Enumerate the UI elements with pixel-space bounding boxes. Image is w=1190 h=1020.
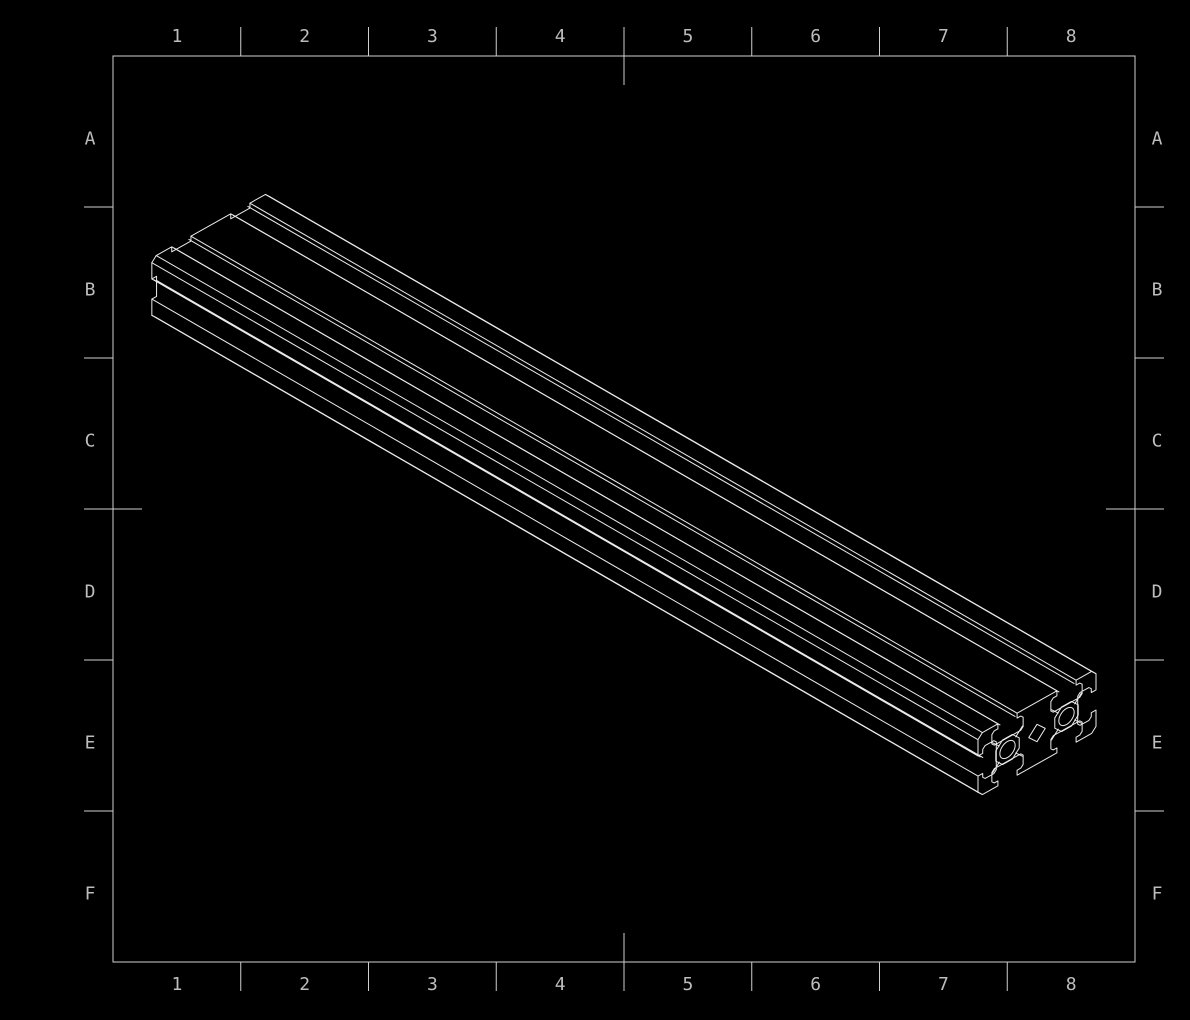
end-face-outline	[978, 669, 1096, 797]
web-line	[1016, 749, 1023, 760]
column-label-bottom: 4	[555, 974, 566, 995]
column-label-bottom: 5	[682, 974, 693, 995]
extrusion-edge-line	[188, 238, 1016, 717]
row-label-left: E	[85, 733, 96, 754]
web-line	[1051, 729, 1058, 740]
column-label-bottom: 2	[299, 974, 310, 995]
row-label-right: A	[1152, 129, 1163, 150]
extrusion-edge-line	[156, 279, 984, 758]
column-label-bottom: 3	[427, 974, 438, 995]
row-label-left: D	[85, 582, 96, 603]
web-line	[992, 739, 999, 750]
column-label-top: 1	[171, 26, 182, 47]
column-label-top: 3	[427, 26, 438, 47]
end-face	[978, 669, 1096, 797]
column-label-bottom: 6	[810, 974, 821, 995]
column-label-top: 7	[938, 26, 949, 47]
extrusion-edge-line	[269, 196, 1097, 675]
extrusion-part	[151, 193, 1097, 797]
row-label-left: B	[85, 280, 96, 301]
center-bore-hole	[1000, 737, 1015, 762]
extrusion-edge-line	[153, 279, 981, 758]
extrusion-edge-line	[155, 255, 983, 734]
column-label-top: 2	[299, 26, 310, 47]
row-label-left: C	[85, 431, 96, 452]
sheet-frame	[84, 27, 1164, 991]
web-line	[1051, 706, 1058, 717]
column-label-bottom: 1	[171, 974, 182, 995]
row-label-right: B	[1152, 280, 1163, 301]
extrusion-edge-line	[173, 247, 1001, 726]
row-label-left: F	[85, 884, 96, 905]
column-label-top: 8	[1066, 26, 1077, 47]
center-bore-hole	[1059, 704, 1074, 729]
center-web-diamond	[1029, 720, 1046, 747]
extrusion-edge-line	[190, 235, 1018, 714]
row-label-right: D	[1152, 582, 1163, 603]
row-label-right: F	[1152, 884, 1163, 905]
column-label-top: 4	[555, 26, 566, 47]
extrusion-edge-line	[151, 262, 979, 741]
column-label-bottom: 8	[1066, 974, 1077, 995]
web-line	[992, 762, 999, 773]
column-label-top: 5	[682, 26, 693, 47]
column-label-bottom: 7	[938, 974, 949, 995]
column-label-top: 6	[810, 26, 821, 47]
extrusion-edge-line	[155, 317, 983, 796]
core-boss-octagon	[1055, 698, 1078, 736]
row-label-left: A	[85, 129, 96, 150]
web-line	[1075, 693, 1082, 704]
extrusion-edge-line	[249, 202, 1077, 681]
zone-labels: 1 1 2 2 3 3 4 4 5 5 6 6 7 7 8 8 A A B B C C D D E E F F	[85, 26, 1163, 995]
web-line	[1016, 726, 1023, 737]
extrusion-edge-line	[151, 298, 979, 777]
extrusion-edge-line	[232, 214, 1060, 693]
core-boss-octagon	[996, 731, 1019, 769]
extrusion-edge-line	[247, 205, 1075, 684]
row-label-right: C	[1152, 431, 1163, 452]
web-line	[1075, 716, 1082, 727]
row-label-right: E	[1152, 733, 1163, 754]
